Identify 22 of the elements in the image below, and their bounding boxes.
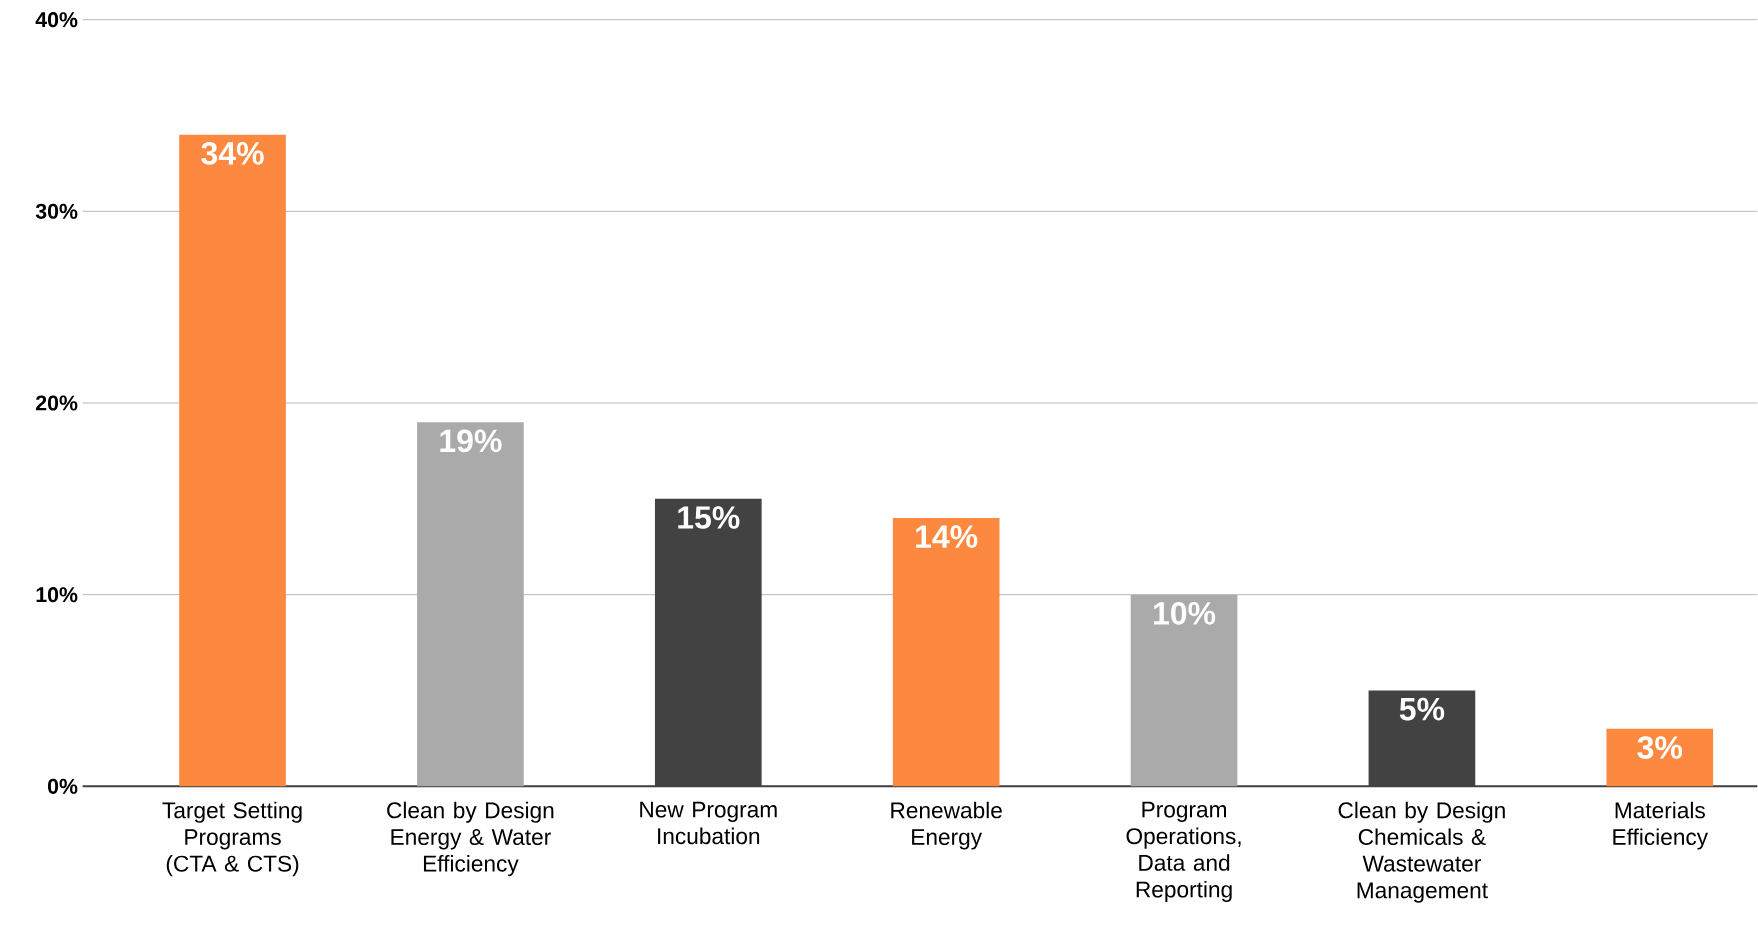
x-tick-label: Materials Efficiency bbox=[1613, 801, 1709, 850]
data-label: 3% bbox=[1637, 736, 1683, 759]
y-tick-label: 40% bbox=[35, 12, 78, 28]
data-label: 19% bbox=[440, 429, 502, 453]
x-tick-label: Target Setting Programs (CTA & CTS) bbox=[162, 801, 302, 877]
data-label: 14% bbox=[916, 525, 978, 548]
y-tick-label: 10% bbox=[36, 587, 78, 603]
x-tick-label: Clean by Design Chemicals & Wastewater Management bbox=[1338, 801, 1505, 903]
bar bbox=[179, 134, 286, 787]
x-tick-label: New Program Incubation bbox=[640, 801, 777, 845]
x-tick-label: Clean by Design Energy & Water Efficiency bbox=[387, 801, 554, 877]
bar bbox=[892, 518, 1000, 787]
data-label: 15% bbox=[678, 506, 740, 529]
y-tick-label: 30% bbox=[35, 203, 78, 219]
data-label: 34% bbox=[201, 142, 264, 165]
y-tick-label: 0% bbox=[47, 778, 78, 794]
x-tick-label: Renewable Energy bbox=[891, 801, 1002, 850]
y-tick-label: 20% bbox=[36, 395, 78, 411]
data-label: 10% bbox=[1154, 602, 1216, 625]
bar bbox=[1606, 728, 1714, 787]
x-tick-label: Program Operations, Data and Reporting bbox=[1126, 801, 1241, 903]
data-label: 5% bbox=[1399, 697, 1445, 721]
